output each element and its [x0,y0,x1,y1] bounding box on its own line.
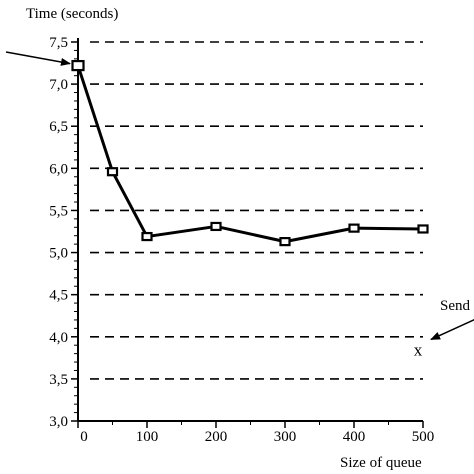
y-axis-label: Time (seconds) [26,6,118,22]
x-tick-label: 200 [205,429,228,445]
y-tick-label: 3,0 [49,414,68,430]
y-tick-label: 7,5 [49,35,68,51]
y-tick-label: 5,0 [49,246,68,262]
annotation-arrow [430,318,474,341]
annotation-arrow [5,51,71,66]
data-point [106,167,119,177]
x-tick-label: 400 [343,429,366,445]
series [71,59,429,247]
y-tick-label: 6,5 [49,119,68,135]
ticks: 3,0 3,5 4,0 4,5 5,0 5,5 6,0 6,5 7,0 7,5 0 100 200 300… [49,35,434,445]
y-tick-label: 4,5 [49,288,68,304]
series-line [76,65,424,244]
y-tick-label: 3,5 [49,372,68,388]
data-point [141,231,153,242]
y-tick-label: 5,5 [49,203,68,219]
data-point [71,59,85,72]
data-point [348,223,360,233]
x-tick-label: 0 [80,429,88,445]
y-tick-label: 7,0 [49,77,68,93]
annotation-label: Send [440,298,471,314]
x-tick-label: 100 [136,429,159,445]
data-point [210,221,222,232]
y-tick-label: 6,0 [49,161,68,177]
x-tick-label: 500 [412,429,435,445]
annotation-marker: x [414,340,423,359]
grid [90,41,423,380]
x-tick-label: 300 [274,429,297,445]
x-axis-label: Size of queue [340,455,422,471]
annotations: x Send [5,51,474,359]
y-tick-label: 4,0 [49,330,68,346]
data-point [279,237,291,247]
data-point [417,224,429,234]
